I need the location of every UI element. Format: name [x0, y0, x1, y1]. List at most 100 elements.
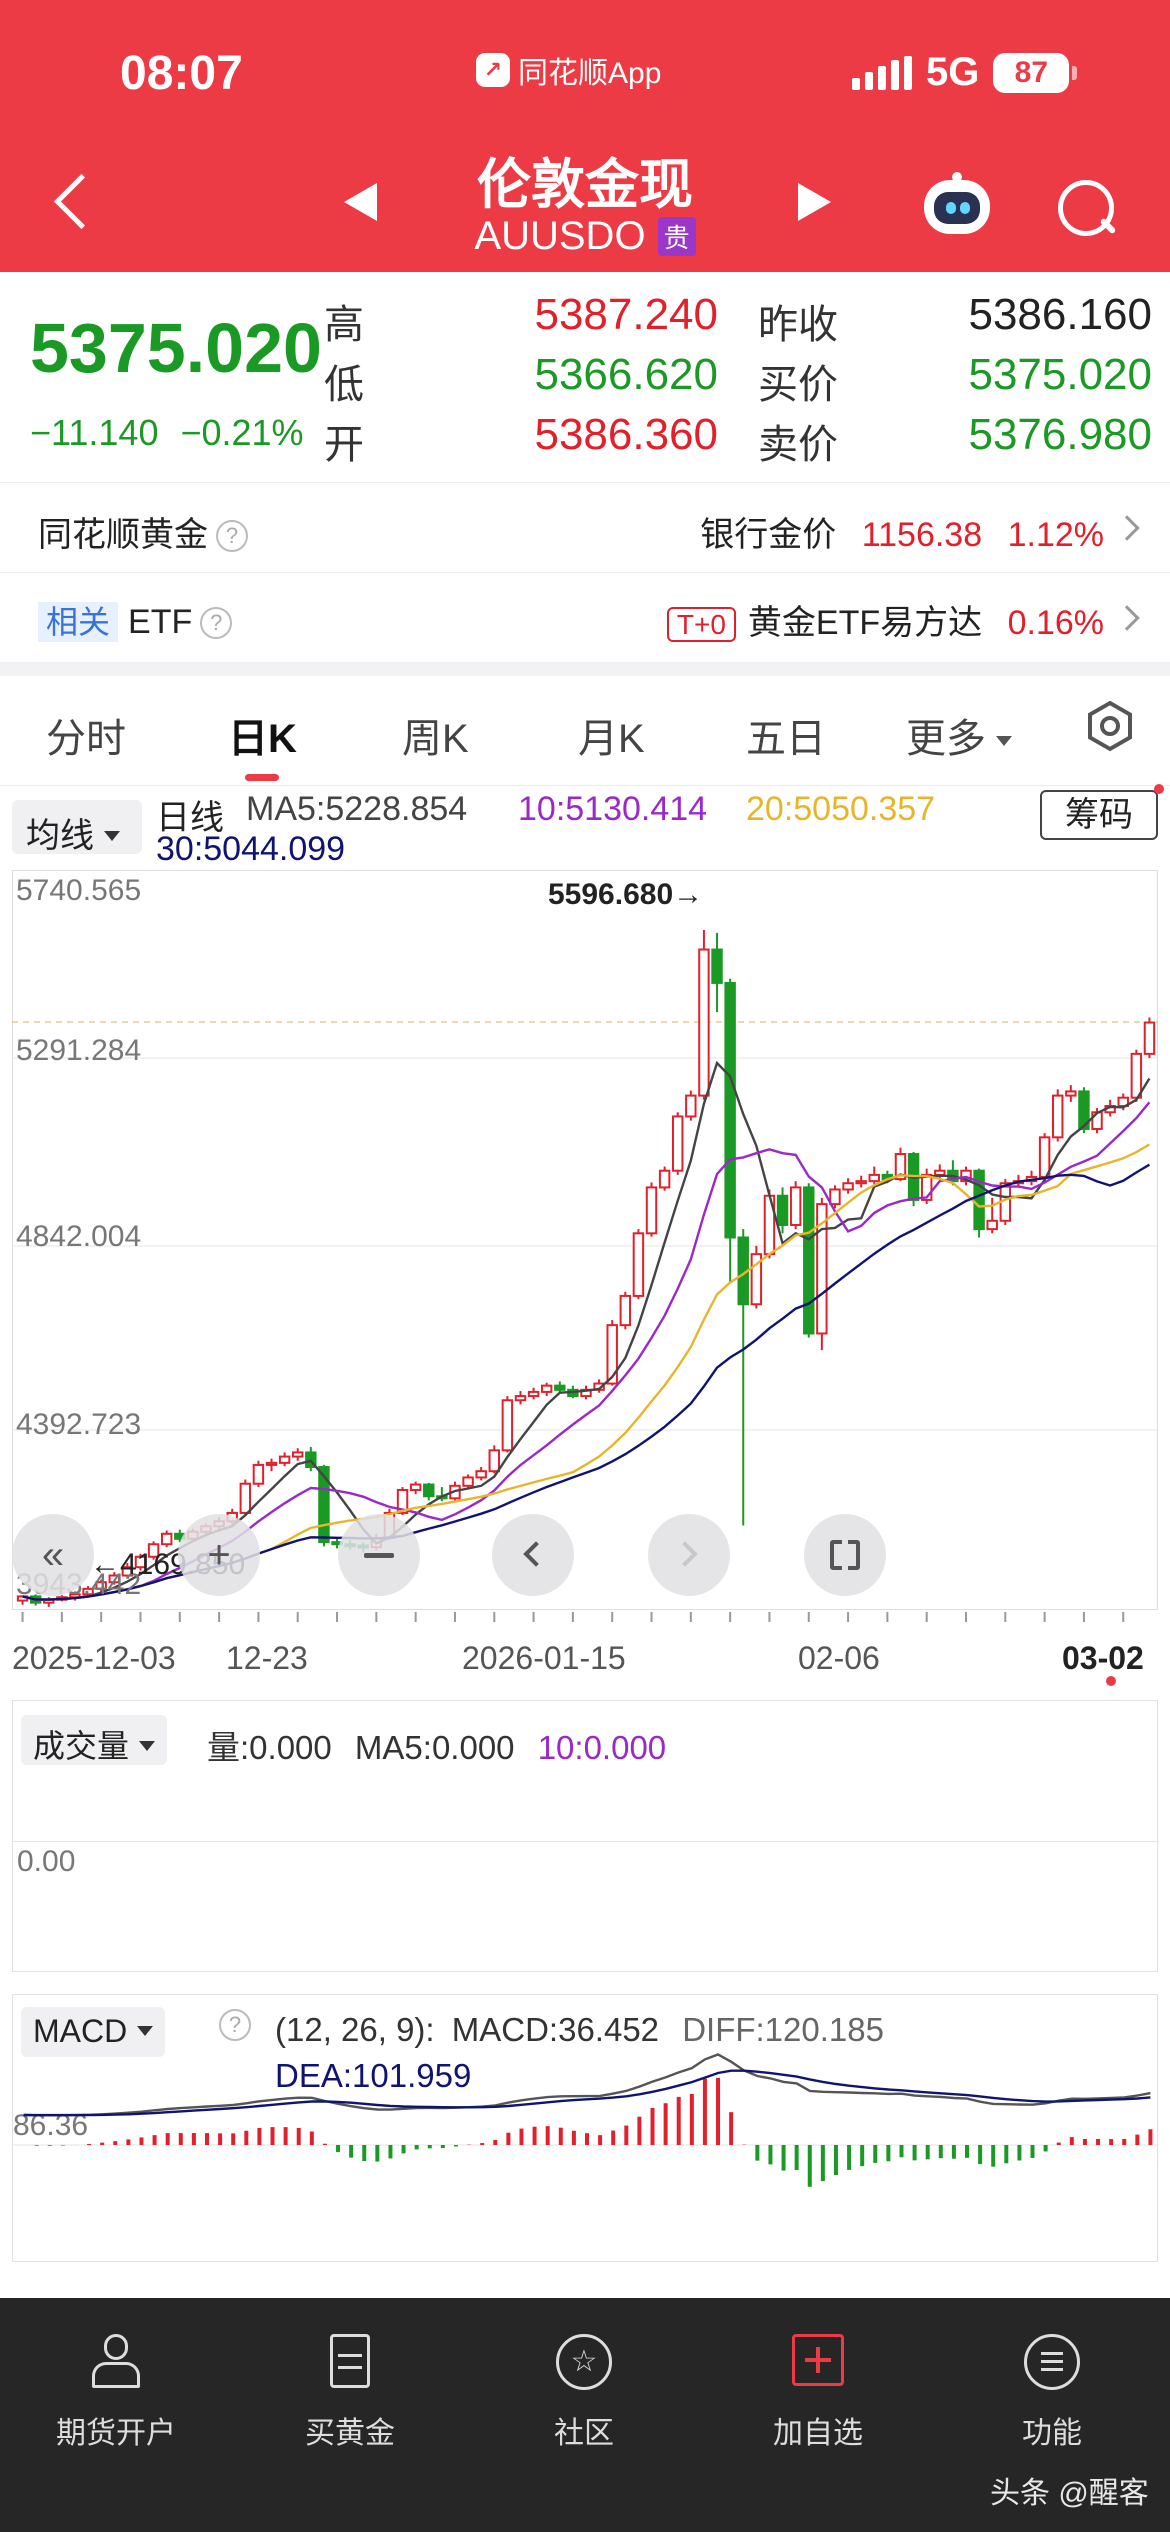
etf-row[interactable]: 相关 ETF? T+0 黄金ETF易方达 0.16% — [0, 572, 1170, 662]
app-logo-icon: ↗ — [476, 53, 510, 87]
tab-five-day[interactable]: 五日 — [746, 717, 826, 761]
bank-gold-pct: 1.12% — [1007, 516, 1104, 554]
kline-chart[interactable] — [12, 870, 1158, 1610]
community-star-icon: ☆ — [554, 2332, 614, 2392]
indicator-selector[interactable]: 均线 — [12, 800, 142, 855]
candle-body — [711, 948, 723, 984]
candle-body — [239, 1482, 252, 1514]
tab-more[interactable]: 更多 — [906, 706, 1012, 764]
prev-close-label: 昨收 — [758, 303, 838, 347]
notification-dot — [1154, 784, 1164, 794]
volume-ma10: 10:0.000 — [537, 1729, 667, 1766]
date-label-latest: 03-02 — [1062, 1640, 1144, 1676]
battery-level: 87 — [1014, 55, 1049, 89]
ask-value: 5376.980 — [968, 410, 1152, 459]
tab-monthly-k[interactable]: 月K — [578, 717, 645, 761]
date-label: 12-23 — [226, 1640, 308, 1676]
candle-body — [318, 1466, 330, 1544]
macd-chart — [13, 2053, 1159, 2187]
zoom-out-button[interactable] — [338, 1514, 420, 1596]
macd-selector[interactable]: MACD — [21, 2007, 166, 2057]
bank-gold-price: 1156.38 — [861, 516, 983, 554]
low-value: 5366.620 — [534, 350, 718, 399]
nav-functions[interactable]: 功能 — [962, 2332, 1142, 2452]
ma30-value: 30:5044.099 — [156, 830, 346, 868]
etf-info: T+0 黄金ETF易方达 0.16% — [666, 595, 1104, 644]
next-instrument-icon[interactable] — [798, 183, 831, 221]
date-label: 2025-12-03 — [12, 1640, 176, 1676]
document-icon — [320, 2332, 380, 2392]
candle-body — [160, 1532, 173, 1546]
macd-panel[interactable]: MACD ? (12, 26, 9): MACD:36.452 DIFF:120… — [12, 1994, 1159, 2262]
period-label: 日线 — [156, 799, 224, 837]
candle-body — [698, 948, 710, 1097]
chip-distribution-button[interactable]: 筹码 — [1040, 790, 1158, 840]
volume-selector[interactable]: 成交量 — [21, 1715, 168, 1765]
candle-body — [619, 1294, 632, 1327]
volume-panel[interactable]: 成交量 量:0.000 MA5:0.000 10:0.000 0.00 — [12, 1700, 1159, 1972]
candle-body — [789, 1186, 802, 1226]
candle-body — [645, 1186, 658, 1235]
open-label: 开 — [324, 423, 364, 467]
rewind-button[interactable]: « — [12, 1514, 94, 1596]
macd-dea: DEA:101.959 — [275, 2057, 472, 2094]
help-icon[interactable]: ? — [216, 520, 248, 552]
last-price: 5375.020 — [30, 309, 322, 387]
signal-icon — [852, 55, 912, 90]
scroll-right-button[interactable] — [648, 1514, 730, 1596]
back-icon[interactable] — [44, 170, 104, 240]
candle-body — [776, 1194, 789, 1226]
volume-ma5: MA5:0.000 — [354, 1729, 515, 1766]
candle-body — [658, 1169, 671, 1189]
status-time: 08:07 — [120, 47, 243, 100]
etf-label: ETF — [128, 603, 193, 641]
nav-futures-account[interactable]: 期货开户 — [26, 2332, 206, 2452]
help-icon[interactable]: ? — [200, 607, 233, 639]
nav-label: 功能 — [1022, 2417, 1082, 2450]
etf-fund-name: 黄金ETF易方达 — [747, 604, 983, 642]
candle-body — [1052, 1094, 1064, 1139]
tab-weekly-k[interactable]: 周K — [402, 717, 469, 761]
candle-body — [278, 1455, 291, 1464]
scroll-left-button[interactable] — [492, 1514, 574, 1596]
candle-body — [475, 1470, 487, 1479]
ma5-value: MA5:5228.854 — [246, 790, 468, 828]
candle-body — [409, 1483, 422, 1491]
chevron-right-icon — [672, 1541, 698, 1567]
dea-line — [23, 2069, 1151, 2117]
bank-gold-info: 银行金价 1156.38 1.12% — [700, 507, 1104, 556]
candle-body — [685, 1094, 697, 1118]
watermark: 头条 @醒客 — [990, 2477, 1149, 2510]
settings-icon[interactable] — [1084, 700, 1136, 752]
fullscreen-button[interactable] — [804, 1514, 886, 1596]
candle-body — [986, 1219, 998, 1231]
ask-label: 卖价 — [758, 423, 838, 467]
gridline — [13, 1841, 1159, 1842]
tab-daily-k[interactable]: 日K — [228, 717, 297, 761]
candle-body — [1130, 1052, 1143, 1099]
assistant-robot-icon[interactable] — [920, 172, 994, 236]
nav-add-watchlist[interactable]: 加自选 — [728, 2332, 908, 2452]
candle-body — [920, 1173, 933, 1201]
nav-label: 加自选 — [773, 2417, 863, 2450]
t0-badge: T+0 — [666, 607, 736, 642]
low-label: 低 — [324, 363, 364, 407]
tab-intraday[interactable]: 分时 — [46, 717, 126, 761]
change-value: −11.140 — [30, 412, 159, 453]
candle-body — [1065, 1090, 1077, 1097]
y-axis-label: 5291.284 — [16, 1034, 142, 1067]
nav-buy-gold[interactable]: 买黄金 — [260, 2332, 440, 2452]
prev-instrument-icon[interactable] — [344, 183, 377, 221]
help-icon[interactable]: ? — [219, 2009, 251, 2041]
status-app-name: 同花顺App — [518, 57, 662, 90]
candle-body — [252, 1463, 265, 1485]
gold-price-row[interactable]: 同花顺黄金? 银行金价 1156.38 1.12% — [0, 482, 1170, 572]
zoom-in-button[interactable]: + — [178, 1514, 260, 1596]
candle-body — [423, 1483, 435, 1498]
nav-community[interactable]: ☆ 社区 — [494, 2332, 674, 2452]
active-tab-indicator — [245, 774, 279, 781]
volume-value: 量:0.000 — [207, 1729, 332, 1766]
candle-body — [95, 1581, 107, 1590]
search-icon[interactable] — [1052, 174, 1118, 240]
candle-body — [82, 1587, 94, 1596]
